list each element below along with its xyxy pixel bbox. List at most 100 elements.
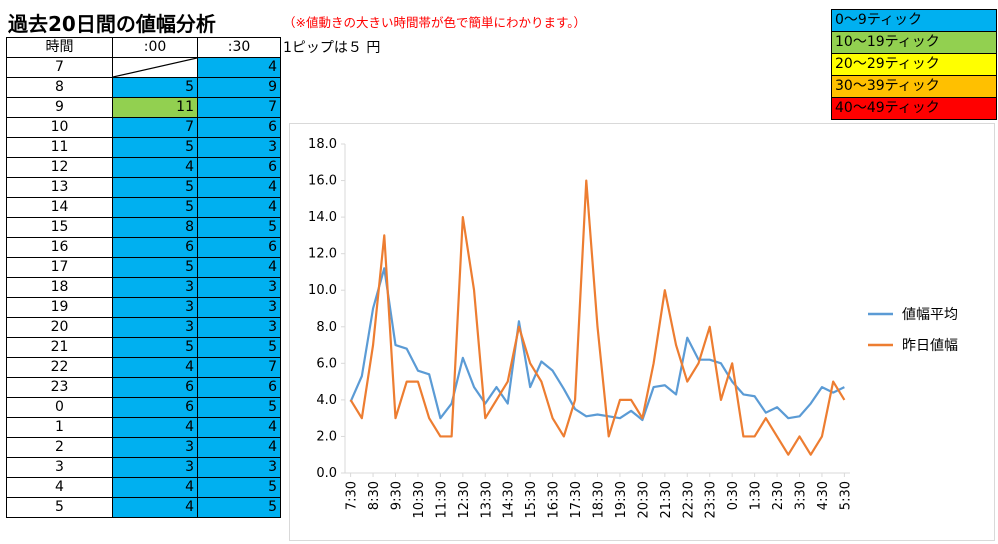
hour-cell[interactable]: 4 — [7, 478, 113, 498]
value-cell-00[interactable]: 11 — [113, 98, 198, 118]
value-cell-00[interactable]: 4 — [113, 498, 198, 518]
value-cell-00[interactable]: 3 — [113, 458, 198, 478]
header-30[interactable]: :30 — [198, 38, 281, 58]
value-cell-00[interactable]: 3 — [113, 298, 198, 318]
y-tick-label: 2.0 — [316, 429, 337, 444]
hour-cell[interactable]: 2 — [7, 438, 113, 458]
value-cell-30[interactable]: 4 — [198, 258, 281, 278]
hour-cell[interactable]: 10 — [7, 118, 113, 138]
hour-cell[interactable]: 15 — [7, 218, 113, 238]
header-00[interactable]: :00 — [113, 38, 198, 58]
value-cell-30[interactable]: 3 — [198, 318, 281, 338]
value-cell-30[interactable]: 6 — [198, 238, 281, 258]
value-cell-00[interactable]: 5 — [113, 338, 198, 358]
x-tick-label: 22:30 — [681, 481, 696, 518]
value-cell-30[interactable]: 3 — [198, 138, 281, 158]
value-cell-00[interactable]: 5 — [113, 198, 198, 218]
hour-cell[interactable]: 19 — [7, 298, 113, 318]
value-cell-00[interactable]: 4 — [113, 418, 198, 438]
y-tick-label: 18.0 — [308, 137, 337, 152]
value-cell-00[interactable]: 3 — [113, 318, 198, 338]
value-cell-00[interactable]: 6 — [113, 238, 198, 258]
value-cell-00[interactable]: 5 — [113, 138, 198, 158]
x-tick-label: 23:30 — [704, 481, 719, 518]
value-cell-30[interactable]: 4 — [198, 418, 281, 438]
legend-row: 30～39ティック — [832, 76, 996, 98]
y-tick-label: 6.0 — [316, 356, 337, 371]
value-cell-30[interactable]: 6 — [198, 158, 281, 178]
value-cell-30[interactable]: 7 — [198, 358, 281, 378]
x-tick-label: 18:30 — [592, 481, 607, 518]
hour-cell[interactable]: 22 — [7, 358, 113, 378]
value-cell-00[interactable]: 6 — [113, 378, 198, 398]
value-cell-00[interactable]: 3 — [113, 278, 198, 298]
x-tick-label: 1:30 — [749, 481, 764, 510]
value-cell-30[interactable]: 4 — [198, 198, 281, 218]
value-cell-30[interactable]: 4 — [198, 58, 281, 78]
value-cell-00[interactable]: 5 — [113, 78, 198, 98]
value-cell-30[interactable]: 6 — [198, 118, 281, 138]
hour-cell[interactable]: 18 — [7, 278, 113, 298]
empty-cell[interactable] — [113, 58, 198, 78]
hour-cell[interactable]: 1 — [7, 418, 113, 438]
hour-cell[interactable]: 9 — [7, 98, 113, 118]
hour-cell[interactable]: 17 — [7, 258, 113, 278]
x-tick-label: 10:30 — [412, 481, 427, 518]
value-cell-30[interactable]: 4 — [198, 438, 281, 458]
value-cell-00[interactable]: 4 — [113, 478, 198, 498]
value-cell-00[interactable]: 7 — [113, 118, 198, 138]
x-tick-label: 12:30 — [457, 481, 472, 518]
y-tick-label: 12.0 — [308, 247, 337, 262]
value-cell-30[interactable]: 5 — [198, 218, 281, 238]
hour-cell[interactable]: 12 — [7, 158, 113, 178]
x-tick-label: 17:30 — [569, 481, 584, 518]
hour-cell[interactable]: 21 — [7, 338, 113, 358]
hour-cell[interactable]: 3 — [7, 458, 113, 478]
y-tick-label: 4.0 — [316, 393, 337, 408]
value-cell-30[interactable]: 4 — [198, 178, 281, 198]
value-cell-00[interactable]: 4 — [113, 158, 198, 178]
value-cell-30[interactable]: 3 — [198, 298, 281, 318]
value-cell-00[interactable]: 5 — [113, 258, 198, 278]
y-tick-label: 10.0 — [308, 283, 337, 298]
value-cell-30[interactable]: 3 — [198, 278, 281, 298]
hour-cell[interactable]: 7 — [7, 58, 113, 78]
hour-cell[interactable]: 16 — [7, 238, 113, 258]
hour-cell[interactable]: 0 — [7, 398, 113, 418]
hour-cell[interactable]: 20 — [7, 318, 113, 338]
hour-cell[interactable]: 8 — [7, 78, 113, 98]
y-tick-label: 8.0 — [316, 320, 337, 335]
value-cell-00[interactable]: 8 — [113, 218, 198, 238]
value-cell-00[interactable]: 6 — [113, 398, 198, 418]
hour-cell[interactable]: 11 — [7, 138, 113, 158]
x-tick-label: 14:30 — [502, 481, 517, 518]
value-cell-30[interactable]: 5 — [198, 498, 281, 518]
x-tick-label: 8:30 — [367, 481, 382, 510]
value-cell-00[interactable]: 3 — [113, 438, 198, 458]
value-cell-30[interactable]: 3 — [198, 458, 281, 478]
value-cell-30[interactable]: 9 — [198, 78, 281, 98]
value-cell-30[interactable]: 5 — [198, 398, 281, 418]
value-cell-00[interactable]: 4 — [113, 358, 198, 378]
value-cell-30[interactable]: 5 — [198, 338, 281, 358]
hour-cell[interactable]: 5 — [7, 498, 113, 518]
value-cell-00[interactable]: 5 — [113, 178, 198, 198]
hour-cell[interactable]: 23 — [7, 378, 113, 398]
series-line-1 — [351, 268, 845, 420]
header-hour[interactable]: 時間 — [7, 38, 113, 58]
value-cell-30[interactable]: 7 — [198, 98, 281, 118]
value-cell-30[interactable]: 6 — [198, 378, 281, 398]
legend-row: 40～49ティック — [832, 98, 996, 119]
legend-row: 10～19ティック — [832, 32, 996, 54]
hour-cell[interactable]: 13 — [7, 178, 113, 198]
hour-cell[interactable]: 14 — [7, 198, 113, 218]
value-cell-30[interactable]: 5 — [198, 478, 281, 498]
